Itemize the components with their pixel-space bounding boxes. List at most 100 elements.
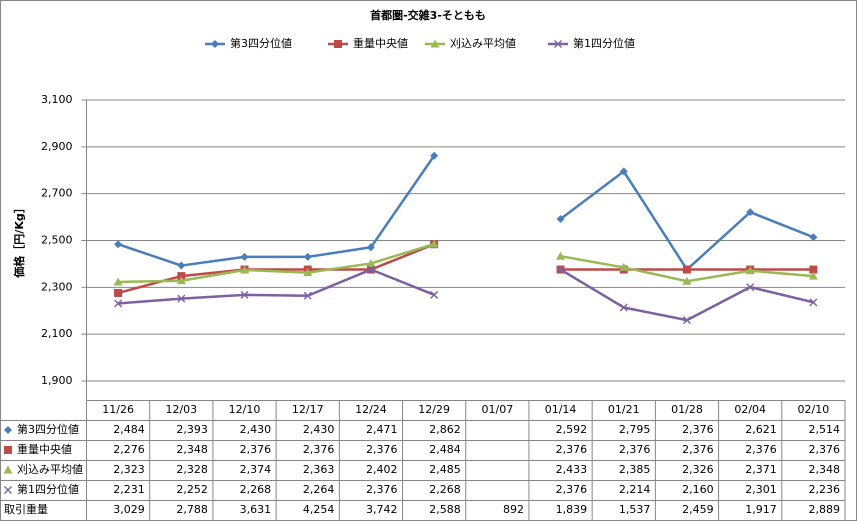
point [177,261,186,270]
table-cell: 2,376 [556,483,588,496]
legend-label: 刈込み平均値 [450,37,516,50]
table-row-label: 刈込み平均値 [17,463,83,476]
point [114,299,123,308]
table-cell: 2,376 [682,443,714,456]
legend-label: 第1四分位値 [573,36,635,50]
x-tick-label: 02/04 [734,403,766,416]
table-legend-marker [4,426,12,434]
point [240,290,249,299]
legend-label: 重量中央値 [353,36,408,50]
table-cell: 2,393 [176,423,208,436]
point [303,268,313,277]
table-cell: 2,433 [556,463,588,476]
table-cell: 2,231 [113,483,145,496]
point [808,271,818,280]
point [177,294,186,303]
table-cell: 2,621 [745,423,777,436]
x-tick-label: 12/29 [418,403,450,416]
table-cell: 2,376 [682,423,714,436]
table-legend-marker [4,486,12,494]
point [619,303,628,312]
point [746,283,755,292]
point [682,265,691,274]
x-tick-label: 01/07 [482,403,514,416]
table-cell: 2,795 [619,423,651,436]
table-legend-marker [4,446,12,454]
x-tick-label: 01/28 [671,403,703,416]
table-legend-marker [3,465,13,474]
x-tick-label: 12/03 [165,403,197,416]
table-cell: 1,839 [556,503,588,516]
y-tick-label: 2,900 [41,140,73,153]
table-cell: 2,385 [619,463,651,476]
table-cell: 2,348 [809,463,841,476]
table-cell: 2,376 [366,483,398,496]
x-tick-label: 11/26 [102,403,134,416]
point [240,265,250,274]
table-cell: 2,160 [682,483,714,496]
table-cell: 1,537 [619,503,651,516]
table-cell: 2,471 [366,423,398,436]
point [556,214,565,223]
point [430,151,439,160]
table-cell: 2,323 [113,463,145,476]
table-cell: 892 [503,503,524,516]
point [176,276,186,285]
point [556,265,565,274]
y-tick-label: 2,500 [41,234,73,247]
table-cell: 2,301 [745,483,777,496]
table-cell: 3,631 [240,503,272,516]
table-cell: 2,264 [303,483,335,496]
point [746,208,755,217]
point [619,262,629,271]
table-cell: 2,371 [745,463,777,476]
legend-marker [430,39,440,48]
table-cell: 2,374 [240,463,272,476]
table-cell: 2,252 [176,483,208,496]
series-line [117,155,814,271]
table-cell: 2,376 [619,443,651,456]
table-cell: 2,430 [303,423,335,436]
table-cell: 2,484 [113,423,145,436]
x-tick-label: 01/21 [608,403,640,416]
table-cell: 2,348 [176,443,208,456]
point [430,290,439,299]
chart-title: 首都圏-交雑3-そともも [370,8,486,22]
table-cell: 2,276 [113,443,145,456]
table-cell: 2,268 [429,483,461,496]
point [366,265,375,274]
table-cell: 2,328 [176,463,208,476]
series-line [117,243,814,295]
table-cell: 2,376 [303,443,335,456]
table-cell: 2,889 [809,503,841,516]
y-tick-label: 3,100 [41,93,73,106]
table-row-label: 取引重量 [4,502,48,516]
y-axis-label: 価格［円/Kg］ [12,202,26,278]
point [114,288,123,297]
point [809,233,818,242]
table-cell: 2,236 [809,483,841,496]
table-cell: 1,917 [745,503,777,516]
table-row-label: 第1四分位値 [17,482,79,496]
table-row-label: 第3四分位値 [17,422,79,436]
point [303,291,312,300]
point [366,243,375,252]
table-cell: 2,588 [429,503,461,516]
table-cell: 4,254 [303,503,335,516]
point [114,240,123,249]
y-tick-label: 2,300 [41,280,73,293]
point [809,265,818,274]
table-cell: 2,485 [429,463,461,476]
table-cell: 2,592 [556,423,588,436]
point [556,251,566,260]
legend-label: 第3四分位値 [230,36,292,50]
table-cell: 2,268 [240,483,272,496]
point [809,298,818,307]
y-tick-label: 1,900 [41,374,73,387]
table-cell: 2,376 [240,443,272,456]
y-tick-label: 2,100 [41,327,73,340]
legend-marker [554,40,562,48]
point [177,272,186,281]
